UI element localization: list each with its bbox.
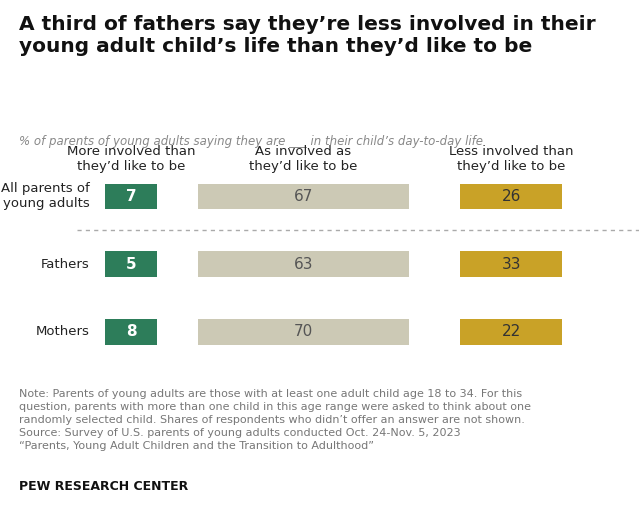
Bar: [198, 319, 409, 345]
Bar: [105, 319, 157, 345]
Bar: [198, 251, 409, 277]
Bar: [460, 251, 562, 277]
Text: 22: 22: [502, 325, 521, 339]
Text: % of parents of young adults saying they are ___ in their child’s day-to-day lif: % of parents of young adults saying they…: [19, 135, 483, 148]
Text: 8: 8: [126, 325, 136, 339]
Text: 5: 5: [126, 257, 136, 272]
Text: Mothers: Mothers: [36, 326, 89, 338]
Text: Less involved than
they’d like to be: Less involved than they’d like to be: [449, 145, 573, 173]
Text: All parents of
young adults: All parents of young adults: [1, 182, 89, 210]
Text: PEW RESEARCH CENTER: PEW RESEARCH CENTER: [19, 480, 189, 493]
Text: More involved than
they’d like to be: More involved than they’d like to be: [66, 145, 196, 173]
Bar: [105, 183, 157, 209]
Text: A third of fathers say they’re less involved in their
young adult child’s life t: A third of fathers say they’re less invo…: [19, 15, 596, 56]
Bar: [105, 251, 157, 277]
Text: 7: 7: [126, 189, 136, 204]
Bar: [198, 183, 409, 209]
Bar: [460, 183, 562, 209]
Bar: [460, 319, 562, 345]
Text: 26: 26: [502, 189, 521, 204]
Text: 70: 70: [294, 325, 313, 339]
Text: 63: 63: [294, 257, 313, 272]
Text: Fathers: Fathers: [41, 258, 89, 271]
Text: Note: Parents of young adults are those with at least one adult child age 18 to : Note: Parents of young adults are those …: [19, 389, 531, 452]
Text: 67: 67: [294, 189, 313, 204]
Text: As involved as
they’d like to be: As involved as they’d like to be: [249, 145, 358, 173]
Text: 33: 33: [502, 257, 521, 272]
